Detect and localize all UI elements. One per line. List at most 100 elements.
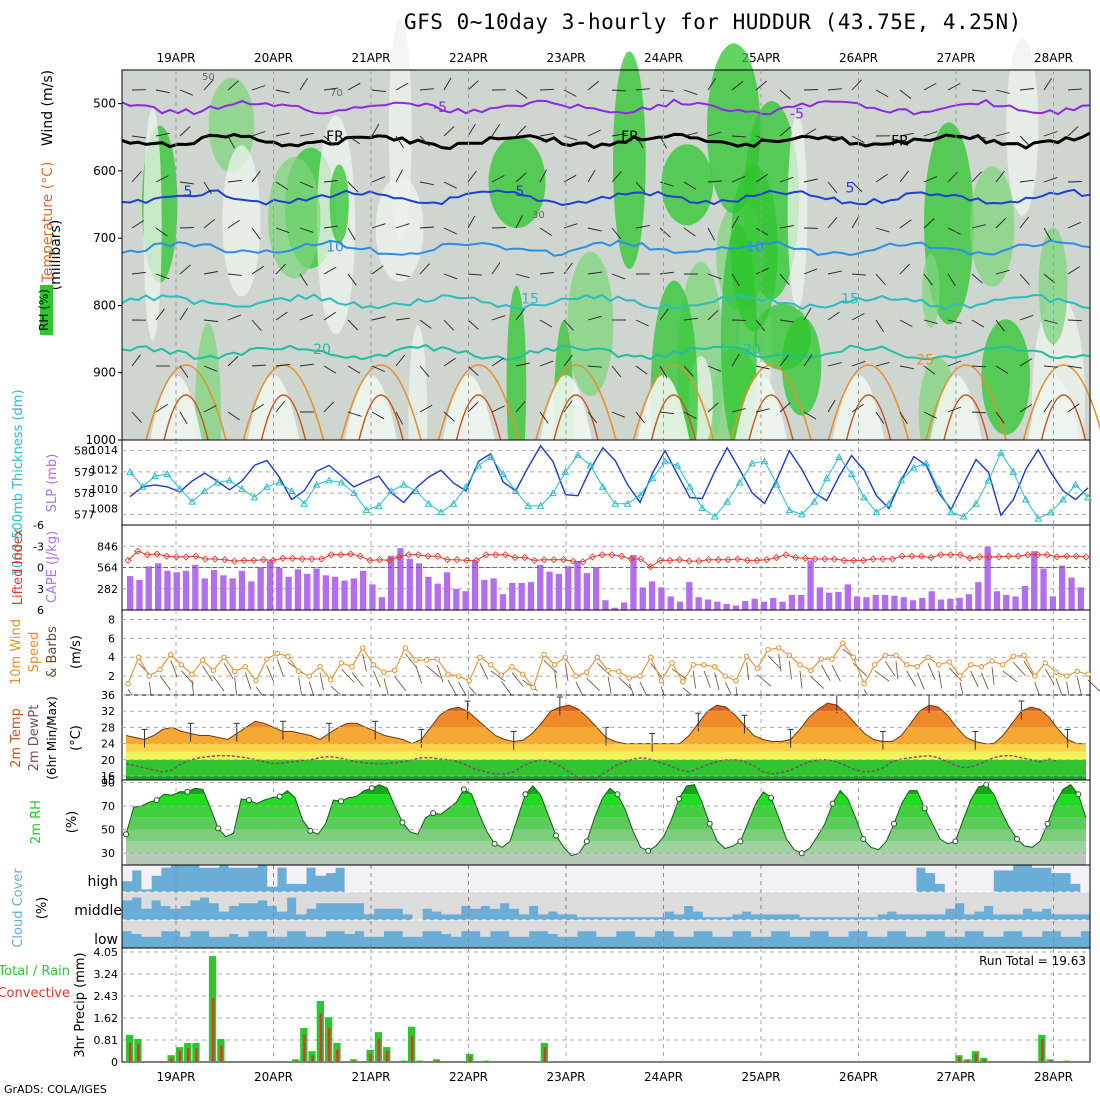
cloud-bar-high	[460, 865, 472, 892]
precip-convective-bar	[1066, 1061, 1069, 1062]
precip-convective-bar	[352, 1060, 356, 1062]
li-point	[685, 557, 693, 565]
cape-bar	[723, 604, 730, 610]
cloud-bar-low	[122, 920, 133, 932]
thickness-point	[138, 482, 147, 490]
wind-barb	[227, 314, 242, 321]
wind-speed-point	[978, 664, 984, 670]
y-axis-label-left: Lifted Index	[11, 528, 26, 605]
wind-barb	[923, 83, 937, 91]
wind-barb	[611, 365, 622, 378]
wind-barb	[788, 661, 792, 680]
cape-bar	[630, 555, 637, 610]
cloud-bar-high	[1041, 865, 1052, 868]
wind-barb	[803, 307, 812, 321]
cloud-bar-high	[828, 865, 839, 892]
wind-barb	[227, 179, 242, 183]
cloud-bar-low	[857, 920, 868, 932]
cloud-bar-low	[1031, 920, 1043, 937]
rh-contour-label: 70	[330, 88, 343, 99]
thickness-point	[810, 497, 819, 505]
li-point	[792, 554, 800, 562]
wind-barb	[851, 215, 860, 229]
wind-barb	[1067, 181, 1083, 183]
wind-barb	[371, 123, 380, 137]
li-point	[288, 554, 297, 562]
rh-blob	[488, 136, 546, 229]
cloud-bar-middle	[151, 892, 162, 901]
rh-point	[983, 781, 990, 788]
wind-barb	[419, 88, 434, 91]
cloud-bar-middle	[848, 892, 859, 918]
wind-barb	[155, 273, 170, 280]
wind-barb	[275, 364, 290, 367]
thickness-point	[1071, 480, 1080, 488]
li-point	[172, 553, 180, 561]
wind-barb	[131, 171, 142, 183]
wind-barb	[635, 365, 648, 375]
dewpt-line	[125, 754, 1059, 781]
cape-bar	[481, 579, 488, 610]
rh-point	[491, 840, 498, 847]
cloud-bar-high	[809, 865, 820, 892]
wind-barb	[755, 267, 769, 275]
cloud-bar-low	[722, 920, 733, 937]
y-tick-label-cape: 846	[97, 540, 118, 553]
wind-barb	[755, 80, 767, 91]
wind-barb	[885, 661, 896, 677]
wind-barb	[179, 411, 188, 425]
cape-bar	[816, 587, 823, 610]
wind-speed-point	[552, 662, 558, 668]
cloud-tick-label: middle	[74, 903, 122, 919]
wind-barb	[347, 319, 359, 331]
li-point	[743, 556, 751, 564]
cloud-bar-high	[228, 865, 239, 868]
cloud-bar-low	[809, 920, 820, 932]
date-label-top: 22APR	[449, 51, 488, 65]
wind-barb	[275, 132, 290, 137]
isotherm-30	[650, 394, 697, 441]
cloud-bar-middle	[789, 892, 801, 915]
rh-blob	[922, 253, 940, 328]
wind-barb	[1043, 176, 1058, 183]
wind-barb	[947, 360, 962, 367]
cloud-bar-low	[606, 920, 617, 937]
temp-band	[126, 775, 1086, 780]
cloud-tick-label: low	[94, 932, 118, 948]
y-tick-label: 20	[101, 754, 115, 767]
wind-barb	[947, 83, 961, 91]
wind-barb	[827, 311, 840, 321]
cloud-bar-low	[1012, 920, 1023, 932]
y-axis-label: 3hr Precip (mm)	[73, 952, 88, 1057]
wind-barb	[347, 365, 361, 374]
precip-convective-bar	[966, 1060, 969, 1062]
cape-bar	[1003, 594, 1010, 610]
wind-barb	[779, 126, 791, 137]
cape-bar	[490, 578, 497, 610]
cloud-bar-middle	[973, 892, 985, 912]
isotherm-25	[340, 364, 422, 441]
wind-barb	[299, 273, 308, 287]
cloud-bar-middle	[528, 892, 539, 906]
cloud-bar-middle	[267, 892, 278, 906]
cloud-bar-low	[412, 920, 423, 937]
isotherm-25	[145, 364, 227, 441]
li-point	[811, 555, 819, 563]
wind-barb	[563, 89, 577, 97]
cloud-bar-high	[354, 865, 365, 892]
cloud-bar-low	[364, 920, 375, 937]
isotherm-label: -5	[790, 107, 804, 123]
cloud-bar-middle	[470, 892, 481, 909]
wind-barb	[155, 227, 168, 237]
wind-barb	[323, 87, 338, 91]
thickness-point	[200, 486, 209, 494]
cloud-bar-middle	[276, 892, 288, 912]
wind-barb	[659, 271, 674, 275]
wind-barb	[491, 315, 506, 321]
wind-panel: 2 4 6 8 10m Wind Speed & Barbs (m/s)	[9, 609, 1100, 709]
wind-barb	[341, 668, 354, 683]
cloud-bar-high	[635, 865, 646, 892]
wind-barb	[659, 181, 674, 187]
cloud-bar-middle	[238, 892, 249, 904]
precip-convective-bar	[294, 1060, 298, 1062]
